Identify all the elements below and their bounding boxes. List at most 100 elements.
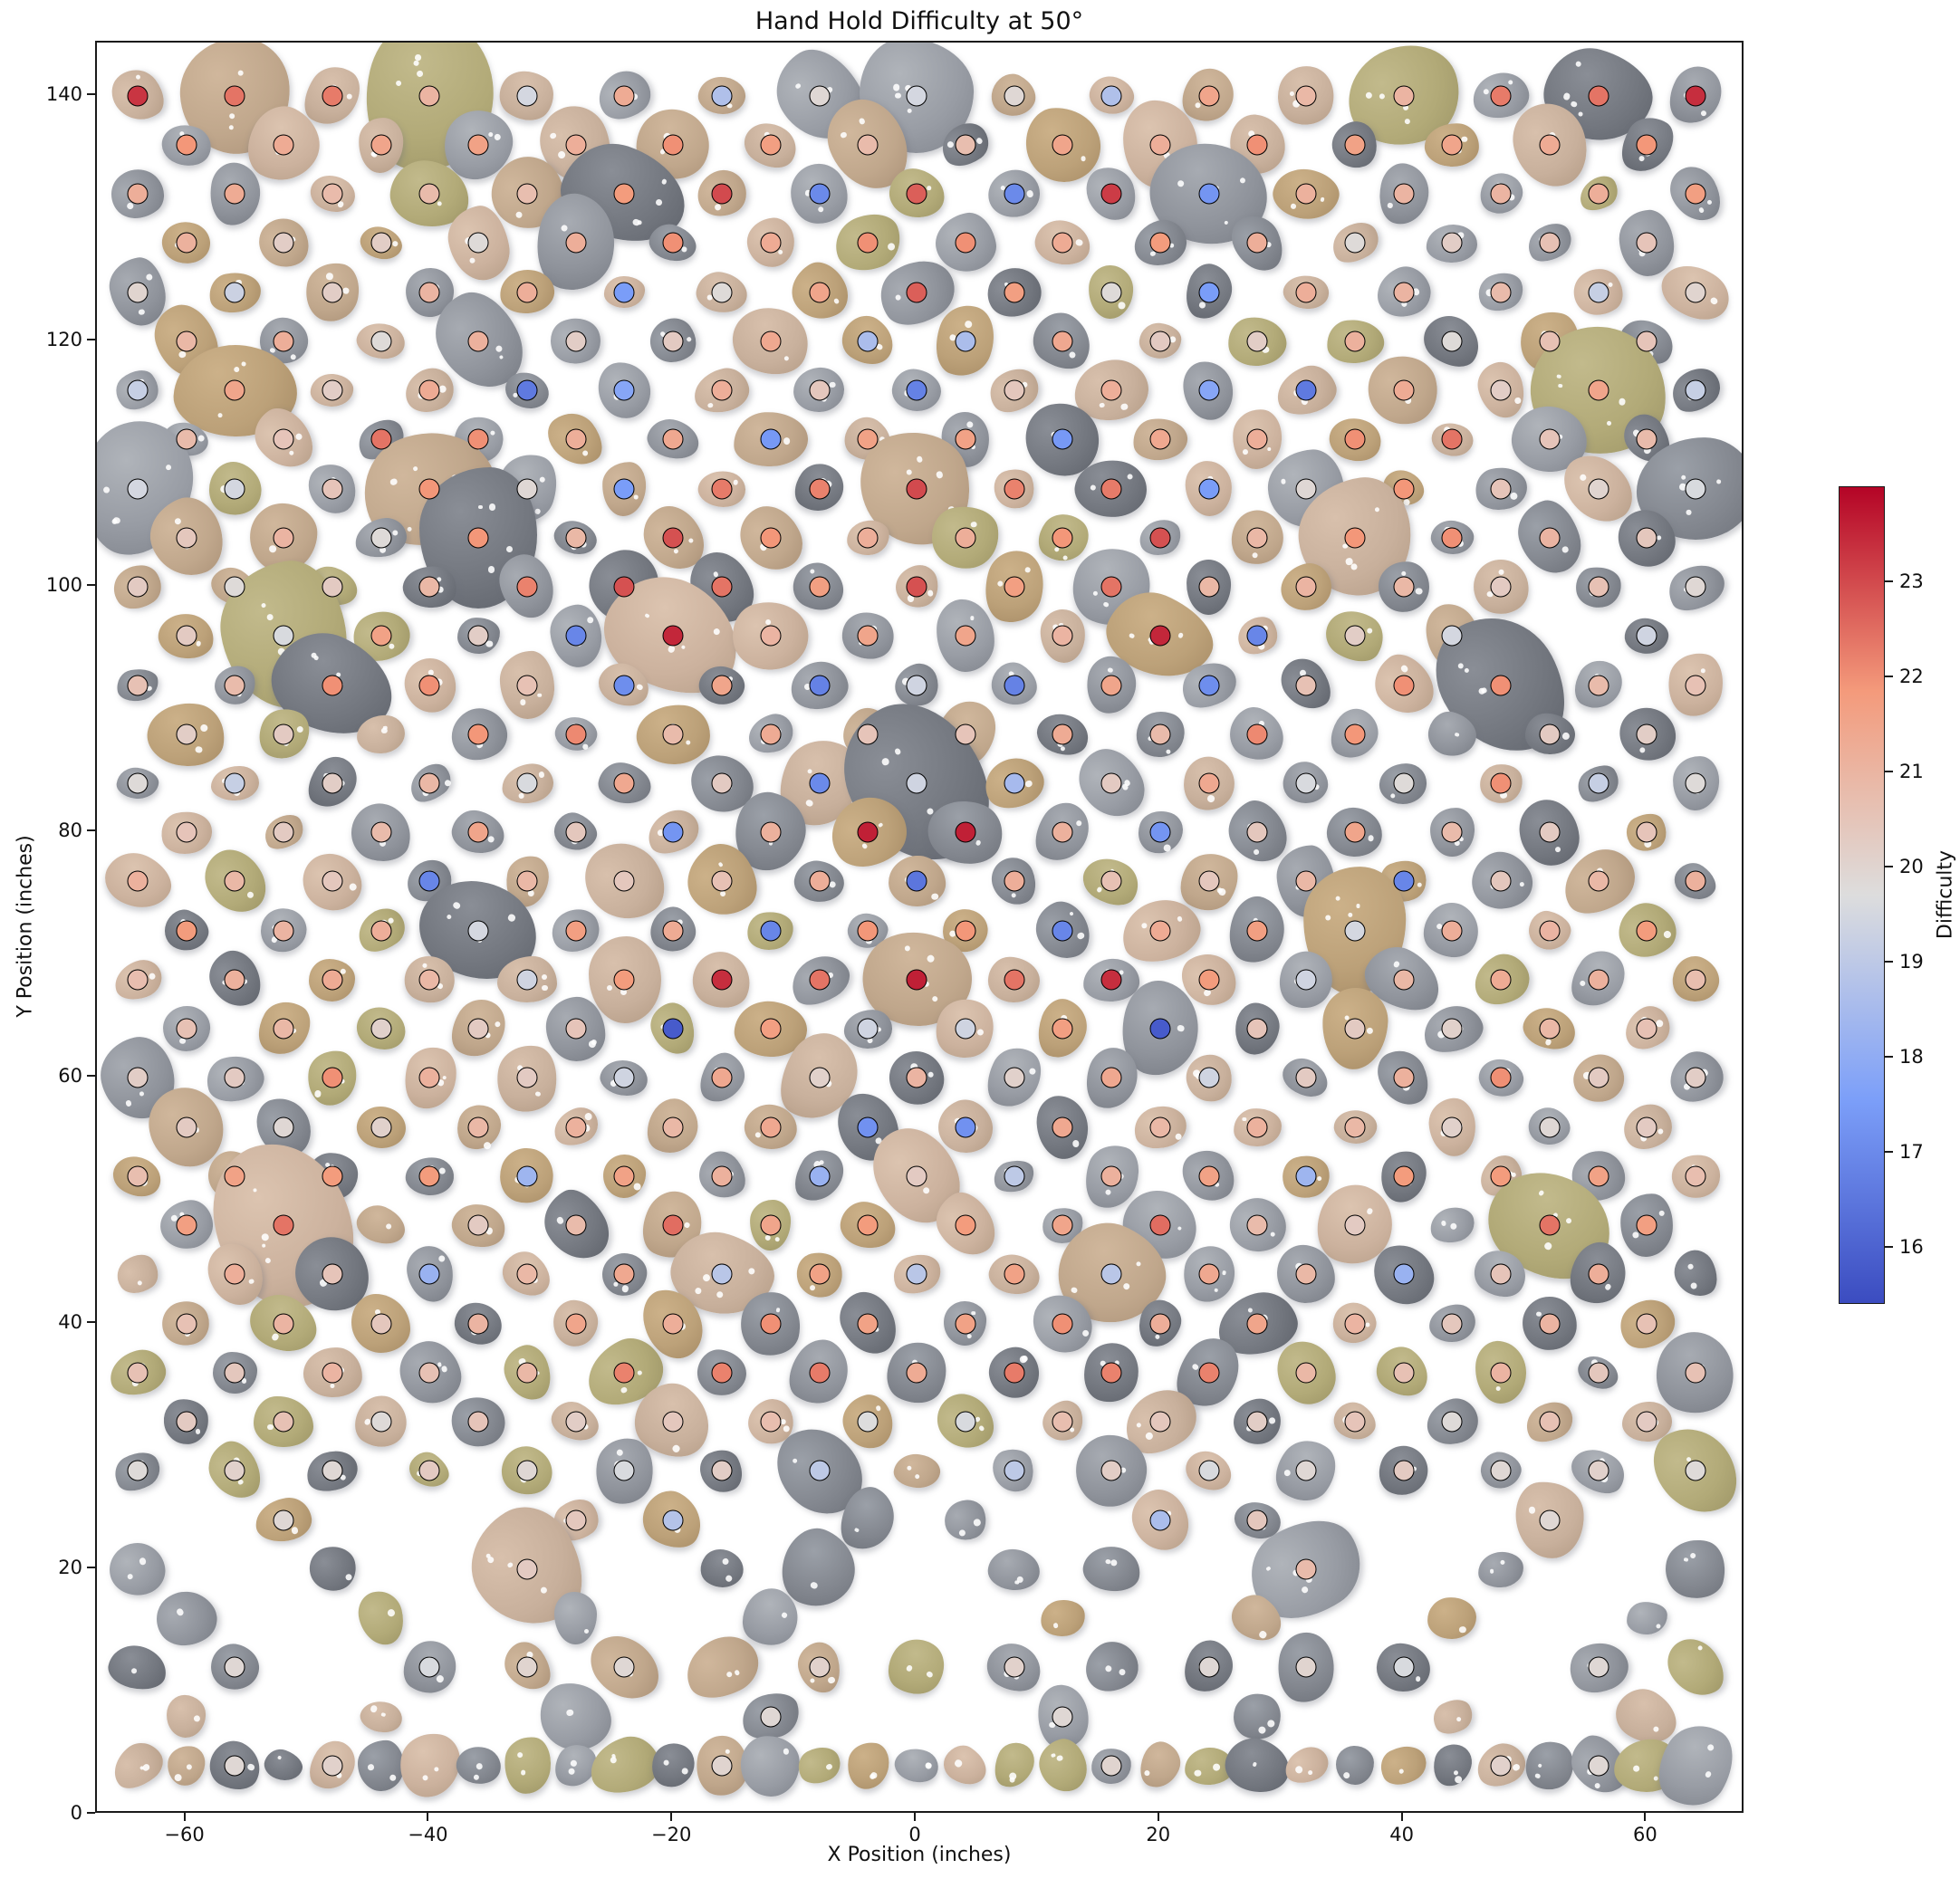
difficulty-dot (1004, 379, 1024, 401)
difficulty-dot (809, 1165, 830, 1187)
difficulty-dot (322, 85, 343, 107)
difficulty-dot (1344, 821, 1366, 843)
difficulty-dot (1052, 1117, 1073, 1138)
difficulty-dot (1441, 1117, 1463, 1138)
difficulty-dot (516, 183, 538, 205)
difficulty-dot (906, 85, 927, 107)
bolt-hole-speck (607, 984, 613, 991)
difficulty-dot (1052, 920, 1073, 942)
difficulty-dot (467, 724, 489, 745)
difficulty-dot (370, 625, 392, 647)
difficulty-dot (857, 821, 879, 843)
difficulty-dot (662, 1411, 684, 1433)
difficulty-dot (1004, 85, 1024, 107)
difficulty-dot (760, 1411, 782, 1433)
difficulty-dot (1344, 428, 1366, 450)
colorbar-tick-label: 17 (1899, 1141, 1924, 1163)
difficulty-dot (906, 1067, 927, 1088)
y-tick-mark (87, 92, 95, 95)
difficulty-dot (127, 282, 149, 303)
difficulty-dot (1198, 1165, 1220, 1187)
difficulty-dot (613, 379, 635, 401)
difficulty-dot (1100, 1263, 1122, 1285)
colorbar-tick-mark (1885, 1056, 1893, 1058)
difficulty-dot (1636, 821, 1657, 843)
difficulty-dot (1246, 232, 1268, 254)
difficulty-dot (613, 675, 635, 695)
difficulty-dot (1539, 1117, 1561, 1138)
x-axis-label: X Position (inches) (827, 1844, 1012, 1866)
difficulty-dot (273, 232, 294, 254)
difficulty-dot (1636, 920, 1657, 942)
difficulty-dot (370, 428, 392, 450)
x-tick-label: 0 (908, 1824, 921, 1845)
difficulty-dot (1052, 232, 1073, 254)
difficulty-dot (662, 428, 684, 450)
difficulty-dot (1539, 1018, 1561, 1040)
difficulty-dot (1441, 625, 1463, 647)
difficulty-dot (565, 1214, 587, 1236)
difficulty-dot (809, 772, 830, 794)
difficulty-dot (418, 478, 440, 499)
difficulty-dot (613, 282, 635, 303)
x-tick-label: −40 (408, 1824, 448, 1845)
bolt-hole-speck (506, 546, 514, 553)
x-tick-mark (427, 1813, 429, 1821)
difficulty-dot (516, 1165, 538, 1187)
difficulty-dot (176, 232, 197, 254)
difficulty-dot (418, 1165, 440, 1187)
bolt-hole-speck (487, 565, 495, 573)
difficulty-dot (809, 576, 830, 598)
difficulty-dot (1490, 1067, 1512, 1088)
difficulty-dot (1149, 1411, 1171, 1433)
difficulty-dot (467, 232, 489, 254)
difficulty-dot (418, 870, 440, 892)
difficulty-dot (1636, 1214, 1657, 1236)
difficulty-dot (1246, 1509, 1268, 1531)
difficulty-dot (1149, 1313, 1171, 1335)
difficulty-dot (1004, 772, 1024, 794)
y-tick-mark (87, 1812, 95, 1814)
difficulty-dot (857, 331, 879, 352)
difficulty-dot (1149, 821, 1171, 843)
difficulty-dot (1685, 772, 1706, 794)
difficulty-dot (906, 870, 927, 892)
difficulty-dot (1685, 1460, 1706, 1481)
difficulty-dot (1588, 1067, 1609, 1088)
difficulty-dot (1490, 1165, 1512, 1187)
difficulty-dot (1246, 1313, 1268, 1335)
difficulty-dot (711, 379, 733, 401)
difficulty-dot (1246, 724, 1268, 745)
difficulty-dot (1588, 85, 1609, 107)
difficulty-dot (565, 724, 587, 745)
difficulty-dot (711, 576, 733, 598)
difficulty-dot (1393, 85, 1415, 107)
difficulty-dot (1004, 870, 1024, 892)
x-tick-label: −60 (164, 1824, 205, 1845)
difficulty-dot (467, 134, 489, 156)
difficulty-dot (809, 183, 830, 205)
difficulty-dot (418, 1067, 440, 1088)
difficulty-dot (760, 724, 782, 745)
difficulty-dot (1685, 870, 1706, 892)
difficulty-dot (955, 1411, 976, 1433)
difficulty-dot (955, 920, 976, 942)
difficulty-dot (176, 1313, 197, 1335)
difficulty-dot (1636, 331, 1657, 352)
difficulty-dot (370, 134, 392, 156)
difficulty-dot (322, 478, 343, 499)
difficulty-dot (127, 183, 149, 205)
difficulty-dot (1636, 1313, 1657, 1335)
difficulty-dot (467, 331, 489, 352)
difficulty-dot (1393, 772, 1415, 794)
difficulty-dot (711, 478, 733, 499)
difficulty-dot (1588, 1263, 1609, 1285)
difficulty-dot (565, 527, 587, 549)
difficulty-dot (322, 1263, 343, 1285)
difficulty-dot (127, 1165, 149, 1187)
difficulty-dot (1490, 183, 1512, 205)
difficulty-dot (224, 282, 245, 303)
difficulty-dot (1149, 1214, 1171, 1236)
difficulty-dot (1100, 870, 1122, 892)
difficulty-dot (1198, 1067, 1220, 1088)
